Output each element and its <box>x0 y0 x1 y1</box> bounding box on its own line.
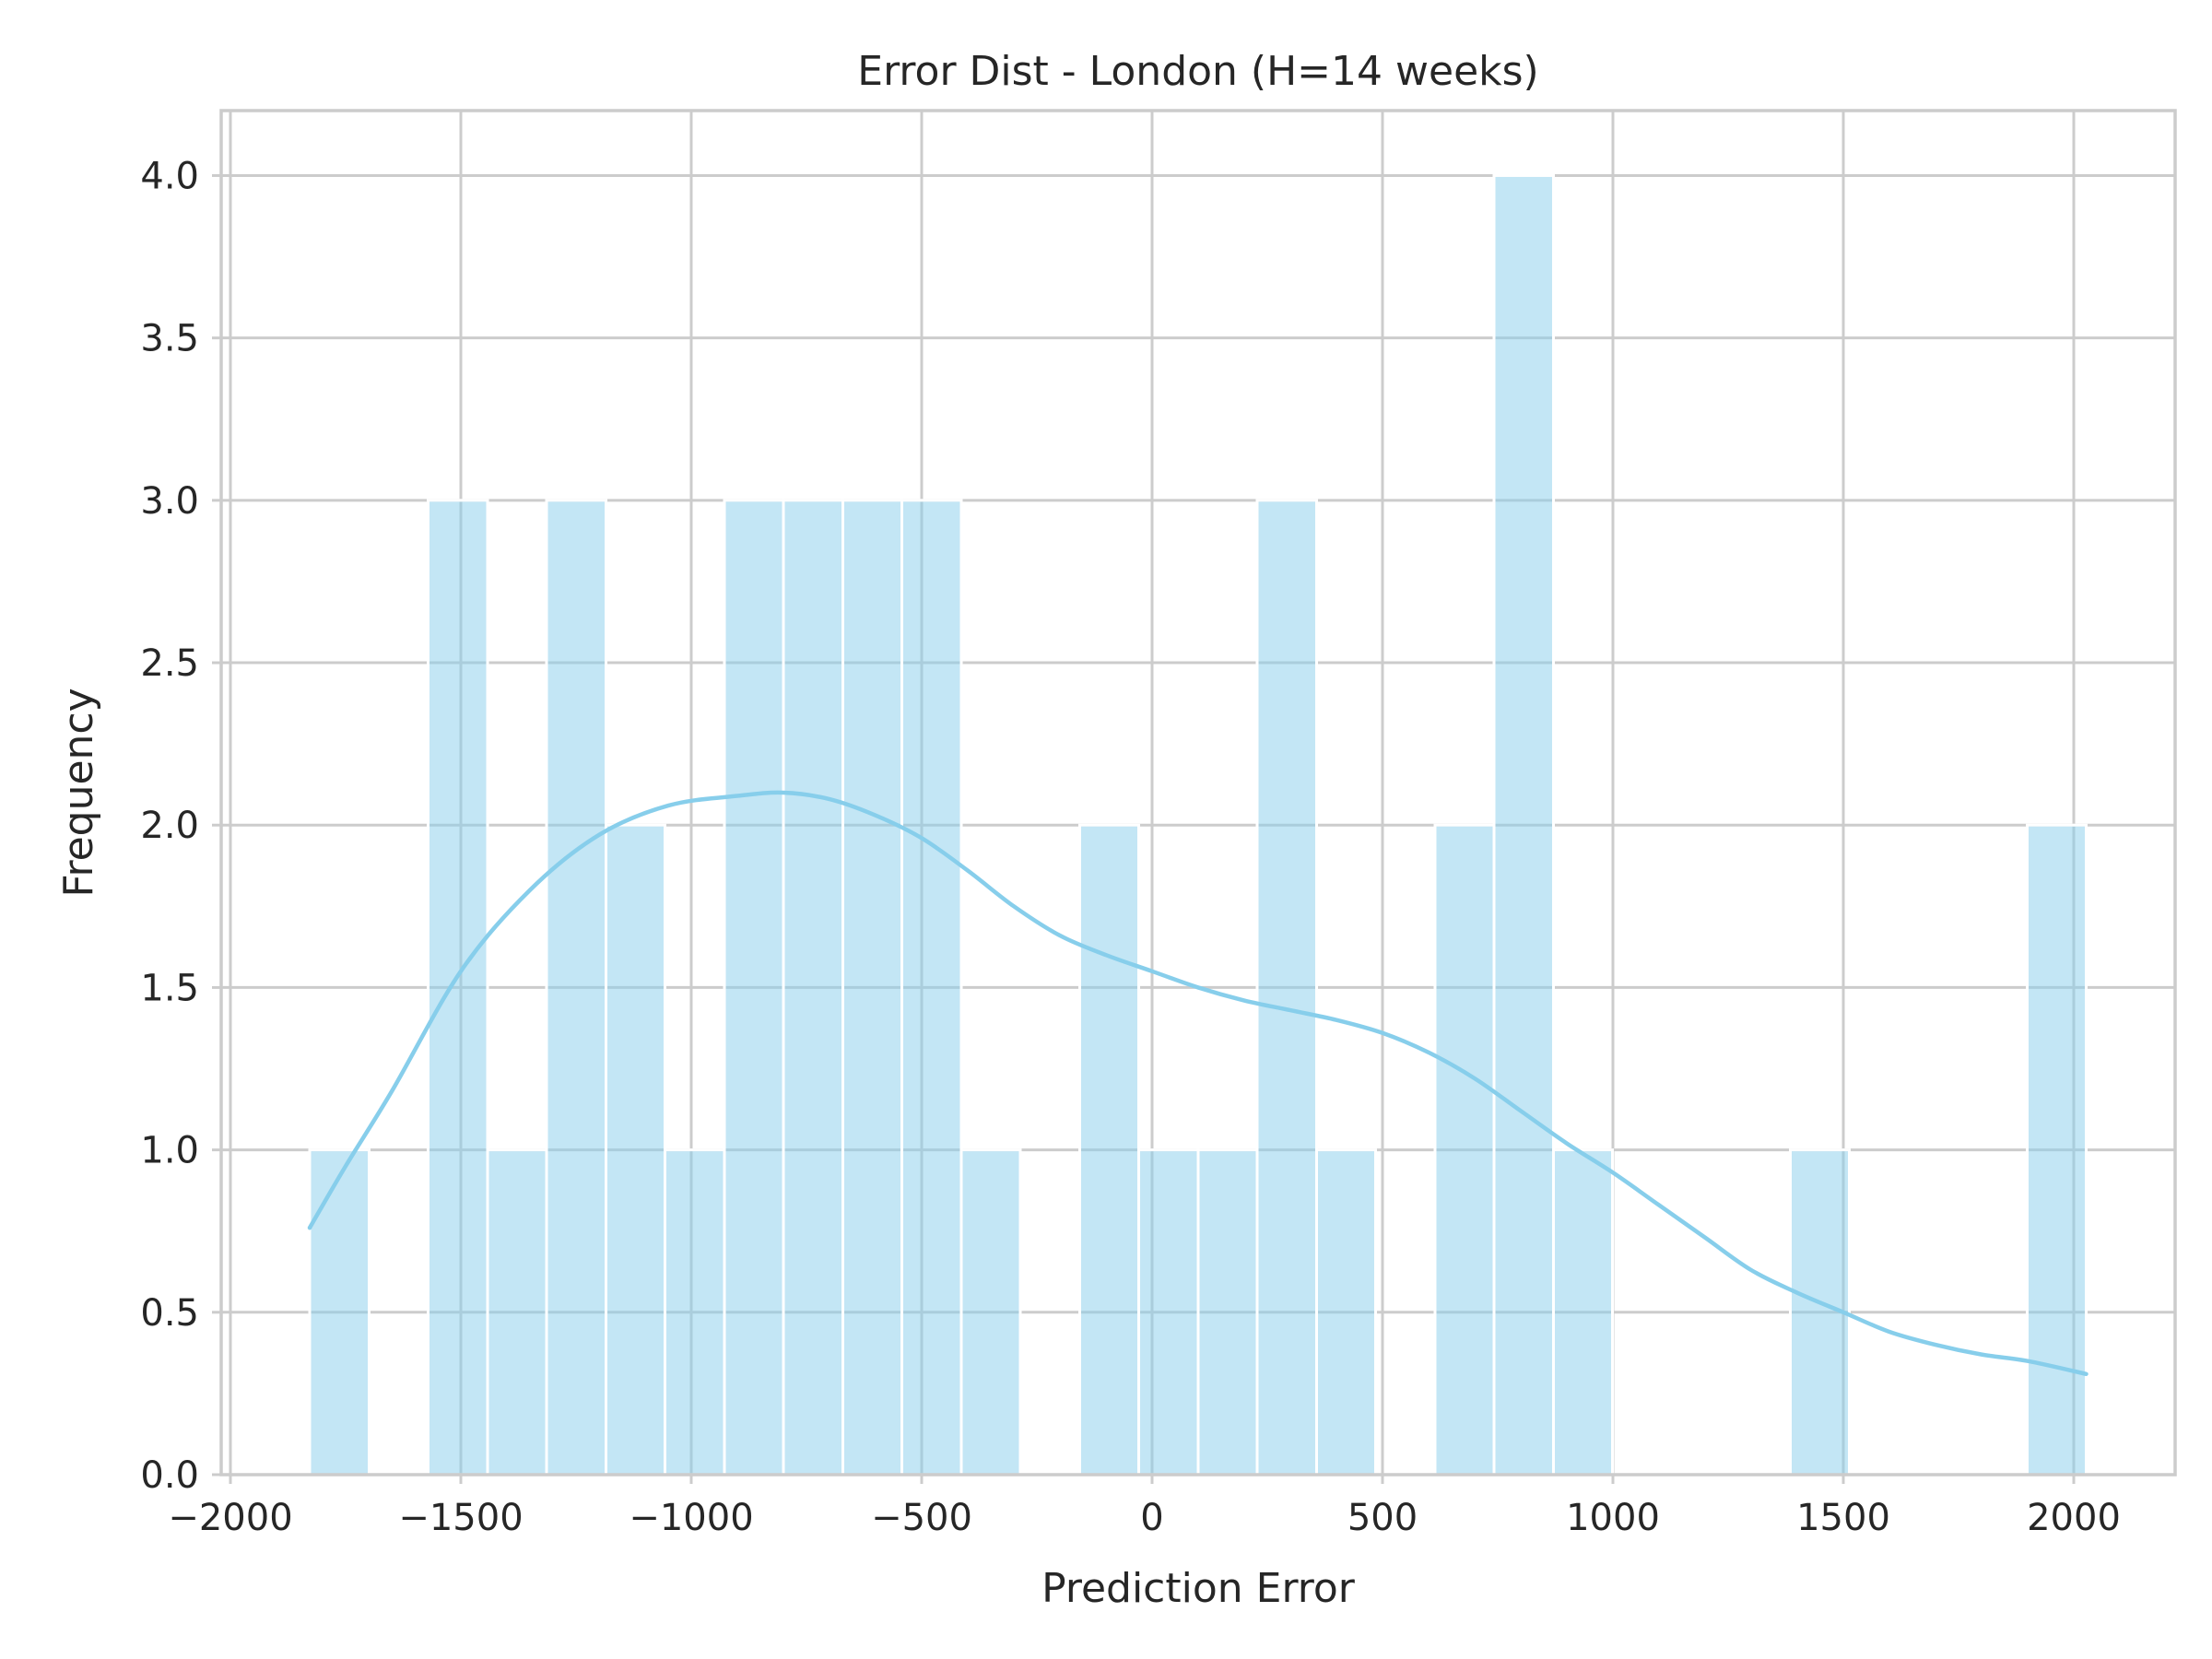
histogram-bar <box>1078 823 1140 1477</box>
histogram-bars <box>308 173 2088 1477</box>
x-tick-label: 2000 <box>2027 1497 2121 1539</box>
y-tick-label: 3.5 <box>140 318 199 360</box>
histogram-bar <box>1315 1148 1377 1477</box>
x-tick-label: 1500 <box>1796 1497 1890 1539</box>
histogram-bar <box>1196 1148 1259 1477</box>
histogram-bar <box>782 499 844 1477</box>
histogram-bar <box>308 1148 371 1477</box>
histogram-bar <box>486 1148 548 1477</box>
histogram-bar <box>1433 823 1496 1477</box>
y-tick-label: 0.0 <box>140 1454 199 1497</box>
y-tick-label: 1.0 <box>140 1130 199 1172</box>
histogram-bar <box>1255 499 1318 1477</box>
y-axis-label: Frequency <box>55 688 102 897</box>
histogram-bar <box>1492 173 1555 1477</box>
y-axis-ticks: 0.0 0.5 1.0 1.5 2.0 2.5 3.0 3.5 4.0 <box>140 155 221 1497</box>
x-tick-label: −1500 <box>398 1497 523 1539</box>
chart-title: Error Dist - London (H=14 weeks) <box>857 48 1538 95</box>
y-tick-label: 2.5 <box>140 642 199 685</box>
histogram-bar <box>959 1148 1022 1477</box>
histogram-bar <box>605 823 666 1477</box>
y-tick-label: 1.5 <box>140 967 199 1009</box>
histogram-bar <box>2026 823 2088 1477</box>
plot-frame <box>219 109 2177 1477</box>
histogram-bar <box>664 1148 726 1477</box>
histogram-bar <box>900 499 963 1477</box>
x-axis-ticks: −2000 −1500 −1000 −500 0 500 1000 1500 2000 <box>168 1475 2121 1539</box>
histogram-bar <box>1552 1148 1614 1477</box>
y-tick-label: 0.5 <box>140 1292 199 1335</box>
x-tick-label: 0 <box>1140 1497 1163 1539</box>
y-tick-label: 4.0 <box>140 155 199 197</box>
x-tick-label: −2000 <box>168 1497 292 1539</box>
x-tick-label: 1000 <box>1566 1497 1660 1539</box>
histogram-bar <box>841 499 903 1477</box>
kde-curve-layer <box>307 790 2088 1377</box>
x-tick-label: −500 <box>871 1497 972 1539</box>
histogram-bar <box>723 499 785 1477</box>
x-axis-label: Prediction Error <box>1041 1565 1356 1612</box>
x-tick-label: 500 <box>1347 1497 1418 1539</box>
kde-curve <box>307 790 2088 1377</box>
x-tick-label: −1000 <box>629 1497 753 1539</box>
y-tick-label: 2.0 <box>140 805 199 847</box>
histogram-bar <box>545 499 607 1477</box>
histogram-bar <box>427 499 489 1477</box>
histogram-bar <box>1137 1148 1200 1477</box>
y-tick-label: 3.0 <box>140 480 199 523</box>
